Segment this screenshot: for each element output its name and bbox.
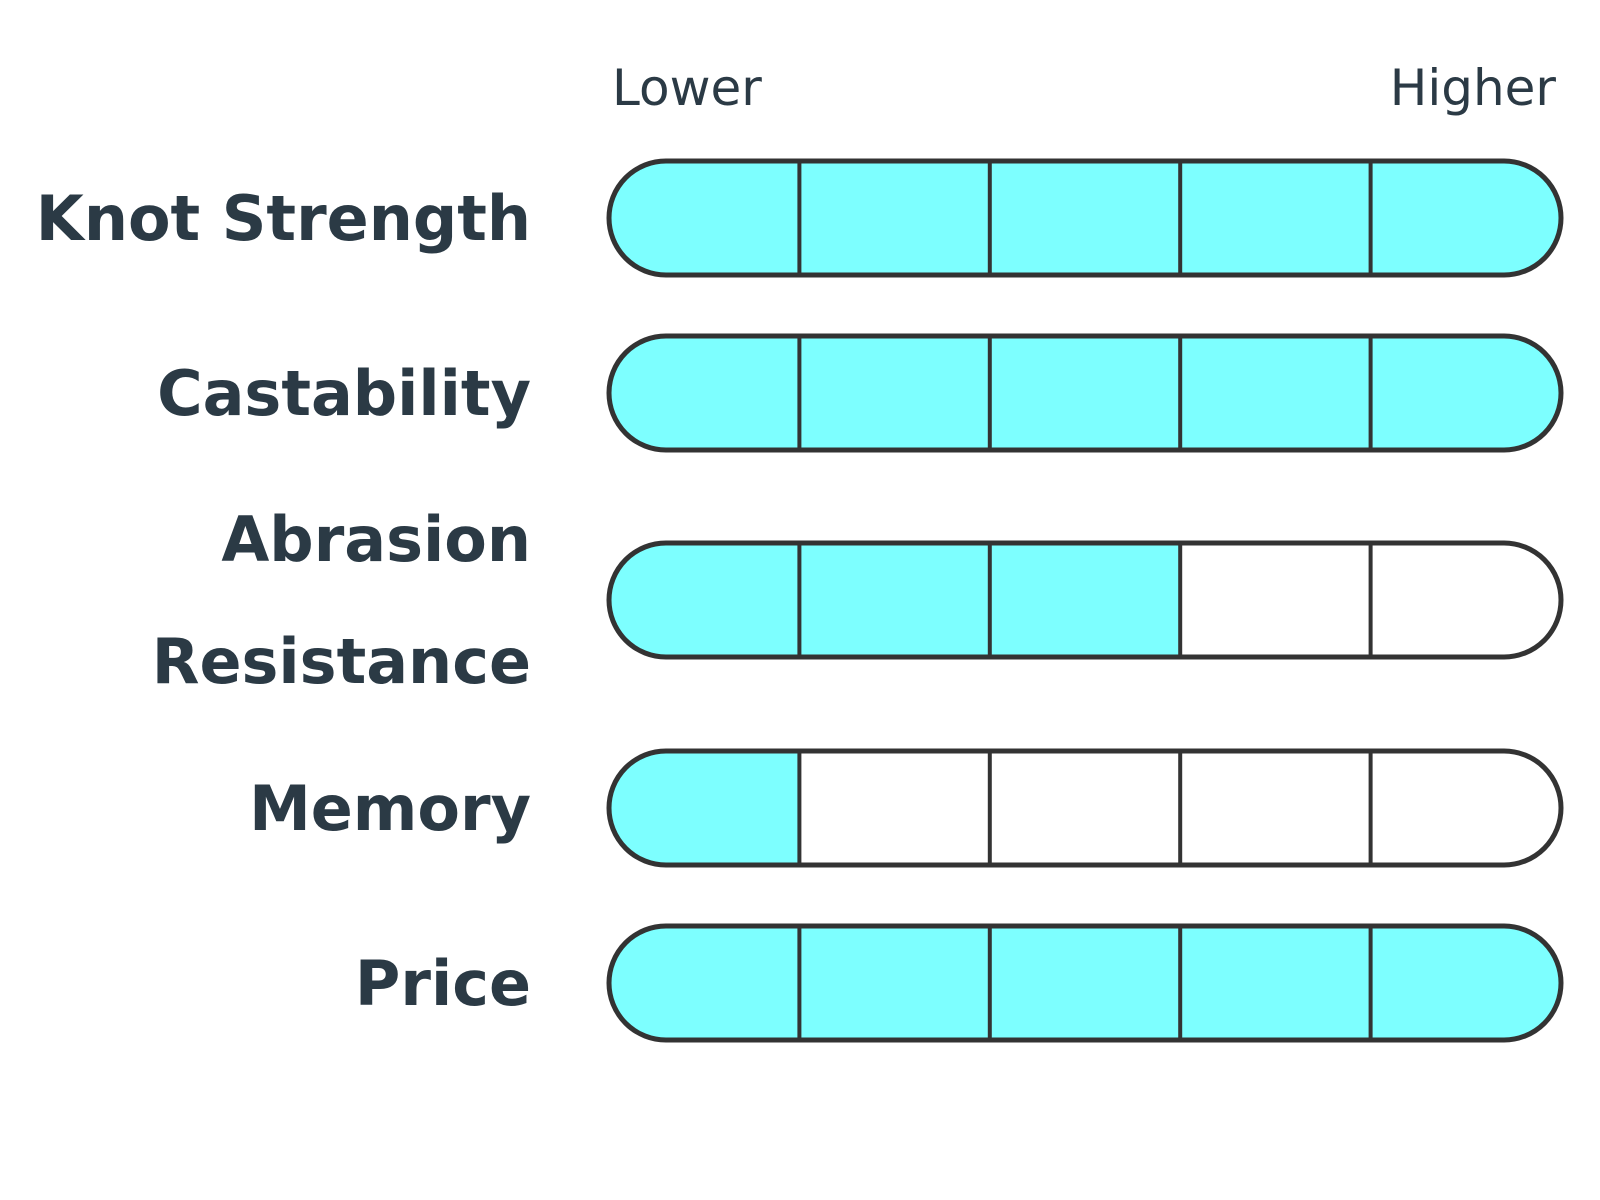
row-label: Castability	[157, 357, 531, 430]
bar-segments	[609, 161, 1561, 275]
row-label: Abrasion	[221, 503, 531, 576]
rating-row: Castability	[157, 333, 1564, 453]
bar-segment-empty	[1370, 751, 1561, 865]
bar-segment-empty	[1180, 751, 1372, 865]
bar-segment-empty	[1180, 543, 1372, 657]
bar-segments	[609, 926, 1561, 1040]
row-label: Price	[355, 947, 531, 1020]
bar-segment-filled	[1180, 336, 1372, 450]
bar-segment-filled	[609, 336, 800, 450]
rating-row: Knot Strength	[36, 158, 1564, 278]
bar-segment-empty	[1370, 543, 1561, 657]
bar-segment-filled	[1370, 926, 1561, 1040]
bar-segment-filled	[609, 926, 800, 1040]
bar-segment-filled	[799, 161, 991, 275]
rating-rows: Knot Strength Castability Abrasion Resistan…	[36, 158, 1564, 1043]
bar-segment-filled	[799, 926, 991, 1040]
bar-outline	[606, 158, 1564, 278]
scale-high-label: Higher	[1390, 59, 1557, 117]
bar-segment-empty	[989, 751, 1181, 865]
bar-segment-filled	[989, 161, 1181, 275]
bar-segment-filled	[609, 543, 800, 657]
rating-row: Abrasion Resistance	[152, 503, 1564, 698]
bar-segment-filled	[609, 751, 800, 865]
bar-outline	[606, 748, 1564, 868]
row-label: Knot Strength	[36, 182, 531, 255]
bar-segment-filled	[799, 336, 991, 450]
bar-segment-filled	[989, 336, 1181, 450]
rating-row: Price	[355, 923, 1564, 1043]
bar-segment-filled	[1180, 161, 1372, 275]
row-label: Resistance	[152, 625, 531, 698]
bar-segments	[609, 336, 1561, 450]
rating-row: Memory	[249, 748, 1564, 868]
scale-low-label: Lower	[612, 59, 762, 117]
bar-segment-filled	[989, 926, 1181, 1040]
row-label: Memory	[249, 772, 531, 845]
bar-outline	[606, 923, 1564, 1043]
bar-outline	[606, 333, 1564, 453]
bar-segment-filled	[989, 543, 1181, 657]
bar-segment-filled	[609, 161, 800, 275]
bar-segments	[609, 751, 1561, 865]
bar-segment-empty	[799, 751, 991, 865]
bar-segment-filled	[799, 543, 991, 657]
bar-segment-filled	[1370, 161, 1561, 275]
bar-segment-filled	[1370, 336, 1561, 450]
bar-segment-filled	[1180, 926, 1372, 1040]
bar-outline	[606, 540, 1564, 660]
bar-segments	[609, 543, 1561, 657]
